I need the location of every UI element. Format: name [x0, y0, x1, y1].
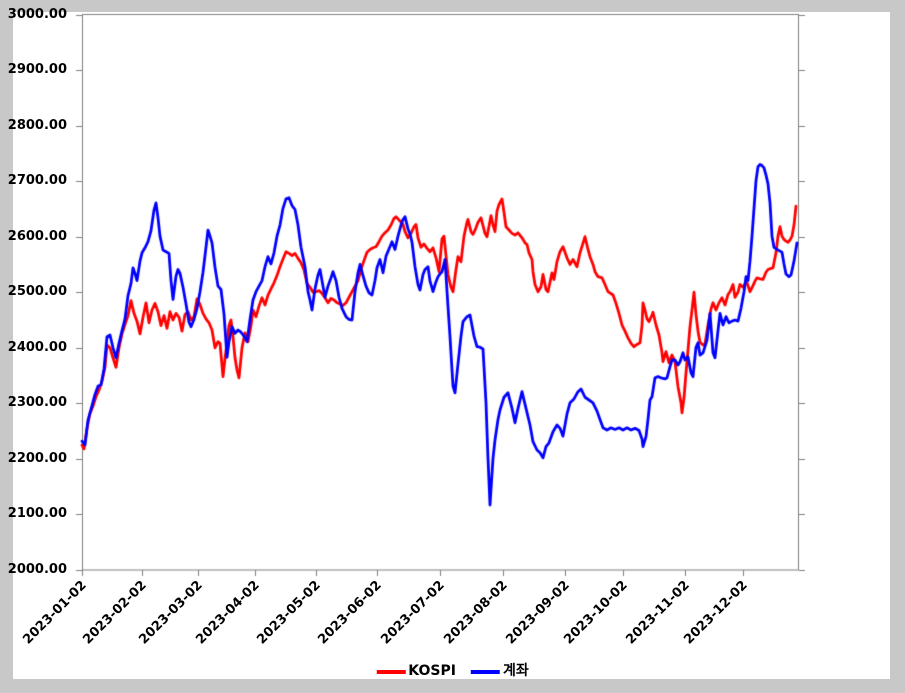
y-axis-tick-label: 2600.00: [7, 228, 67, 244]
y-axis-tick-label: 2500.00: [7, 284, 67, 300]
y-axis-tick-label: 3000.00: [7, 6, 67, 22]
legend: KOSPI 계좌: [376, 663, 529, 680]
legend-item-account: 계좌: [470, 663, 529, 680]
legend-label-kospi: KOSPI: [408, 663, 456, 679]
legend-line-swatch-account: [470, 669, 500, 674]
y-axis-tick-label: 2700.00: [7, 173, 67, 189]
y-axis-tick-label: 2900.00: [7, 62, 67, 78]
y-axis-tick-label: 2200.00: [7, 450, 67, 466]
legend-label-account: 계좌: [502, 663, 529, 679]
y-axis-tick-label: 2100.00: [7, 506, 67, 522]
y-axis-tick-label: 2000.00: [7, 562, 67, 577]
legend-line-swatch-kospi: [376, 669, 406, 674]
y-axis-tick-label: 2800.00: [7, 117, 67, 133]
y-axis-tick-label: 2300.00: [7, 395, 67, 411]
legend-item-kospi: KOSPI: [376, 663, 456, 680]
y-axis-tick-label: 2400.00: [7, 339, 67, 355]
